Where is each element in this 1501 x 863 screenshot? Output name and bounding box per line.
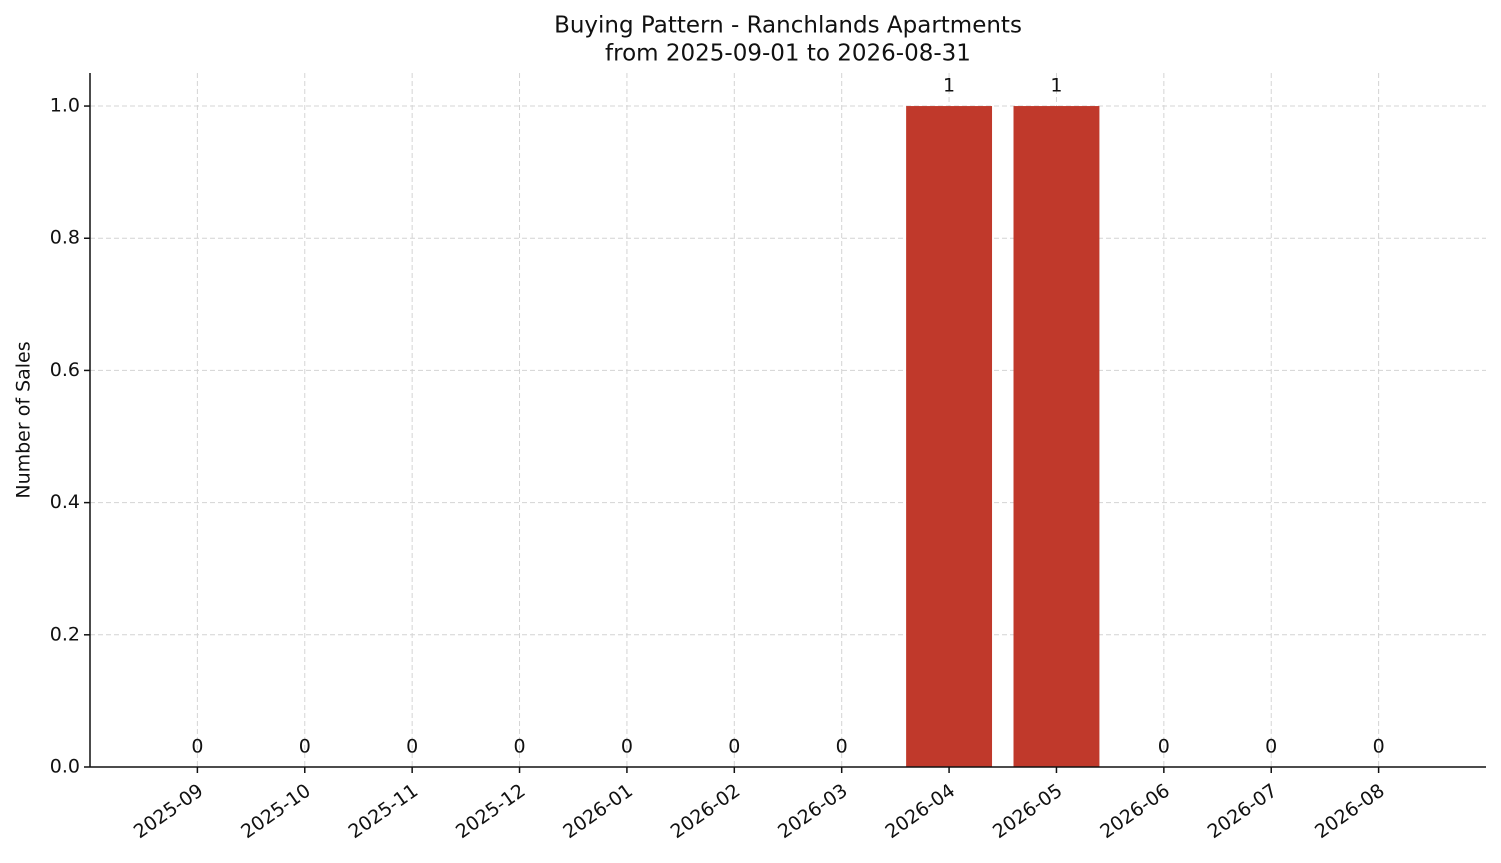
y-tick-label: 0.8 [50,227,80,249]
data-label: 0 [191,736,203,758]
data-label: 1 [943,75,955,97]
x-tick-label: 2026-01 [559,780,637,844]
data-label: 0 [1373,736,1385,758]
data-label: 0 [406,736,418,758]
y-tick-label: 0.6 [50,359,80,381]
data-label: 0 [1265,736,1277,758]
x-tick-label: 2026-06 [1096,780,1174,844]
bar [906,106,993,768]
y-tick-label: 0.4 [50,491,80,513]
y-tick-label: 1.0 [50,95,80,117]
y-axis-label: Number of Sales [13,341,35,498]
x-tick-label: 2026-08 [1311,780,1389,844]
x-tick-label: 2025-10 [237,780,315,844]
y-tick-label: 0.2 [50,623,80,645]
chart-subtitle: from 2025-09-01 to 2026-08-31 [605,41,971,67]
x-tick-label: 2026-04 [881,780,959,844]
data-label: 1 [1050,75,1062,97]
x-tick-label: 2025-09 [130,780,208,844]
data-label: 0 [728,736,740,758]
data-label: 0 [621,736,633,758]
x-tick-label: 2026-02 [667,780,745,844]
x-tick-label: 2025-11 [345,780,423,844]
data-label: 0 [513,736,525,758]
x-tick-label: 2026-07 [1204,780,1282,844]
x-tick-label: 2026-03 [774,780,852,844]
y-tick-label: 0.0 [50,756,80,778]
x-tick-label: 2025-12 [452,780,530,844]
data-label: 0 [299,736,311,758]
x-tick-label: 2026-05 [989,780,1067,844]
bar [1013,106,1100,768]
data-label: 0 [836,736,848,758]
data-label: 0 [1158,736,1170,758]
chart-title: Buying Pattern - Ranchlands Apartments [554,13,1022,39]
